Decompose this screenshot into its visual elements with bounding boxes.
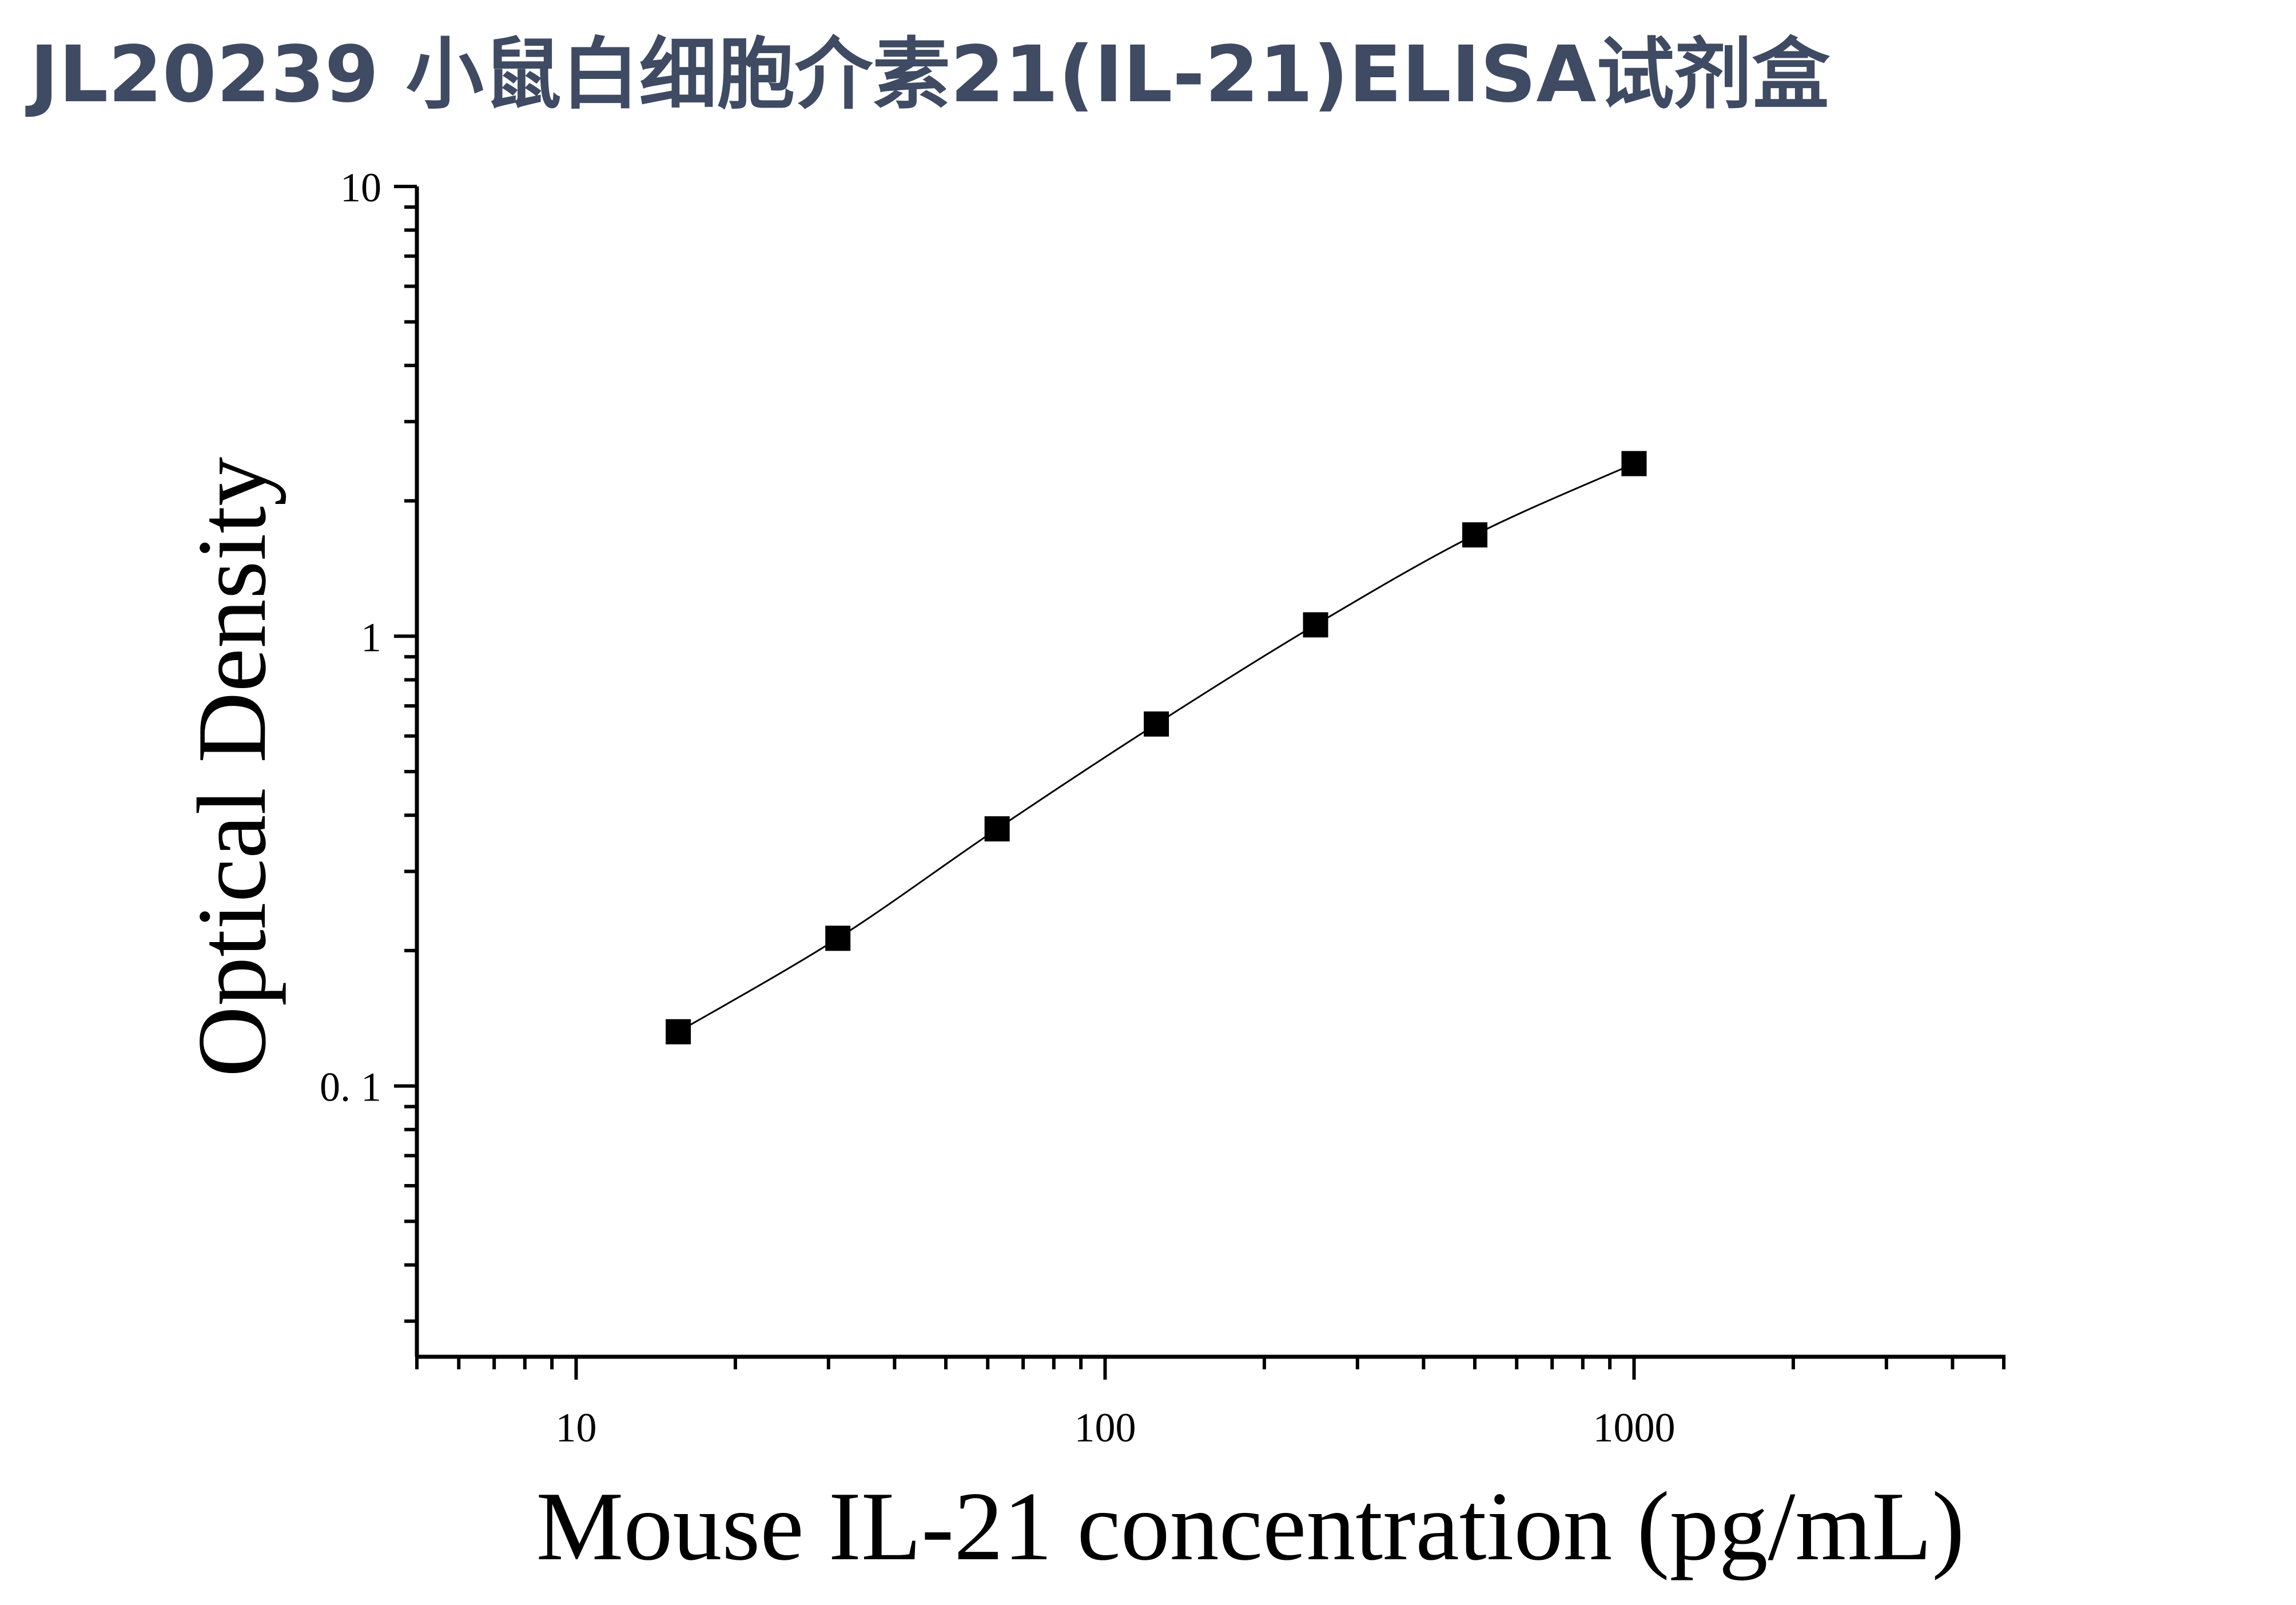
data-point (1303, 612, 1328, 638)
x-axis-title: Mouse IL-21 concentration (pg/mL) (536, 1472, 1964, 1581)
x-tick-label: 10 (555, 1405, 596, 1451)
data-point (1462, 522, 1487, 548)
x-tick-label: 100 (1074, 1405, 1136, 1451)
fit-curve-layer (678, 463, 1635, 1033)
y-tick-label: 0. 1 (320, 1064, 381, 1110)
y-tick-label: 1 (361, 614, 381, 660)
tick-labels: 10 1 0. 1 10 100 1000 (320, 165, 1675, 1451)
page-title: JL20239 小鼠白细胞介素21(IL-21)ELISA试剂盒 (30, 30, 1830, 120)
data-point (825, 925, 851, 951)
x-tick-label: 1000 (1593, 1405, 1675, 1451)
y-axis-title: Optical Density (178, 457, 286, 1077)
data-point (984, 816, 1010, 842)
data-point (1144, 711, 1169, 737)
data-point (1621, 451, 1647, 476)
axes (394, 185, 2005, 1380)
fit-curve (678, 463, 1635, 1033)
y-tick-label: 10 (340, 165, 381, 210)
data-points (666, 451, 1647, 1044)
data-point (666, 1019, 691, 1044)
